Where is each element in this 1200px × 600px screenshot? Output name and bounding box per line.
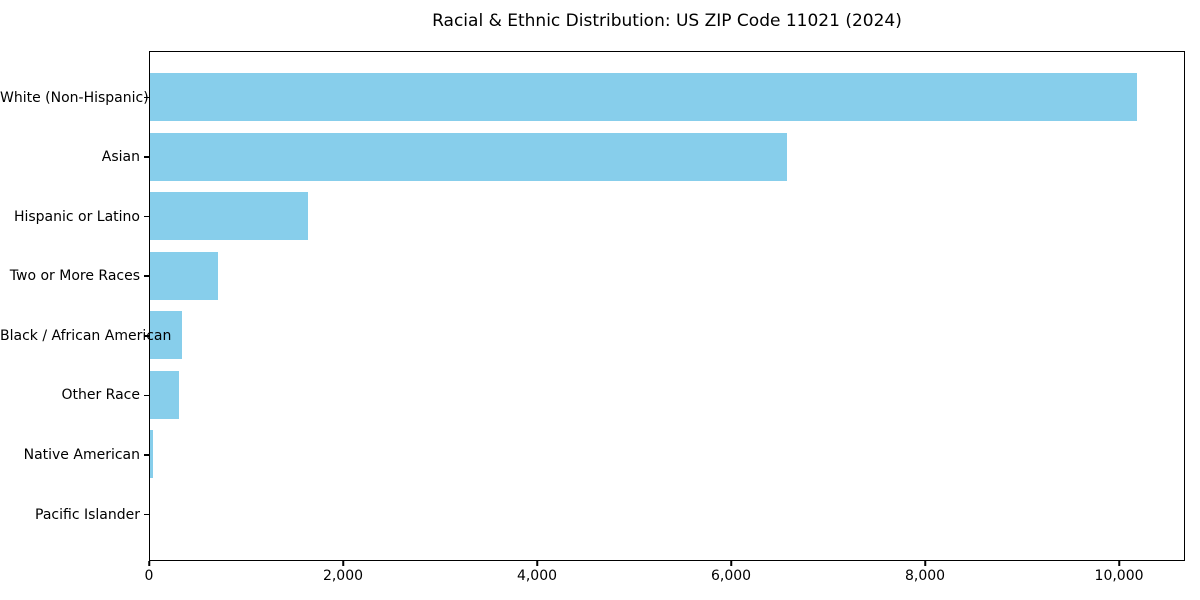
x-tick-label: 4,000 [516,568,558,584]
x-tick-label: 6,000 [710,568,752,584]
y-tick-label: Two or More Races [9,268,140,285]
y-tick-label: Native American [23,446,140,463]
x-tick-label: 2,000 [322,568,364,584]
y-tick-mark [144,215,149,218]
x-tick-mark [1118,561,1120,566]
y-tick-mark [144,156,149,158]
y-tick-mark [144,513,149,516]
plot-area [149,51,1185,561]
bar-native-american [150,430,153,479]
bar-hispanic-or-latino [150,192,309,241]
x-tick-mark [730,561,732,566]
chart-title: Racial & Ethnic Distribution: US ZIP Cod… [432,11,902,31]
x-tick-mark [536,561,538,566]
x-tick-label: 10,000 [1094,568,1144,584]
y-tick-mark [144,96,149,99]
y-tick-label: Black / African American [0,327,172,344]
x-tick-mark [148,561,150,566]
y-tick-mark [144,454,149,456]
bar-two-or-more-races [150,251,218,300]
x-tick-mark [342,561,344,566]
x-tick-label: 8,000 [904,568,946,584]
bar-asian [150,132,788,181]
y-tick-mark [144,335,149,337]
bar-other-race [150,370,180,419]
y-tick-label: White (Non-Hispanic) [0,89,149,106]
bar-white-non-hispanic- [150,73,1137,121]
y-tick-label: Other Race [61,387,140,404]
x-tick-mark [924,561,926,566]
y-tick-label: Pacific Islander [35,506,140,523]
x-tick-label: 0 [144,568,154,584]
y-tick-label: Hispanic or Latino [13,208,140,225]
y-tick-mark [144,275,149,277]
y-tick-label: Asian [101,149,140,166]
y-tick-mark [144,394,149,397]
bar-black-african-american [150,311,182,360]
